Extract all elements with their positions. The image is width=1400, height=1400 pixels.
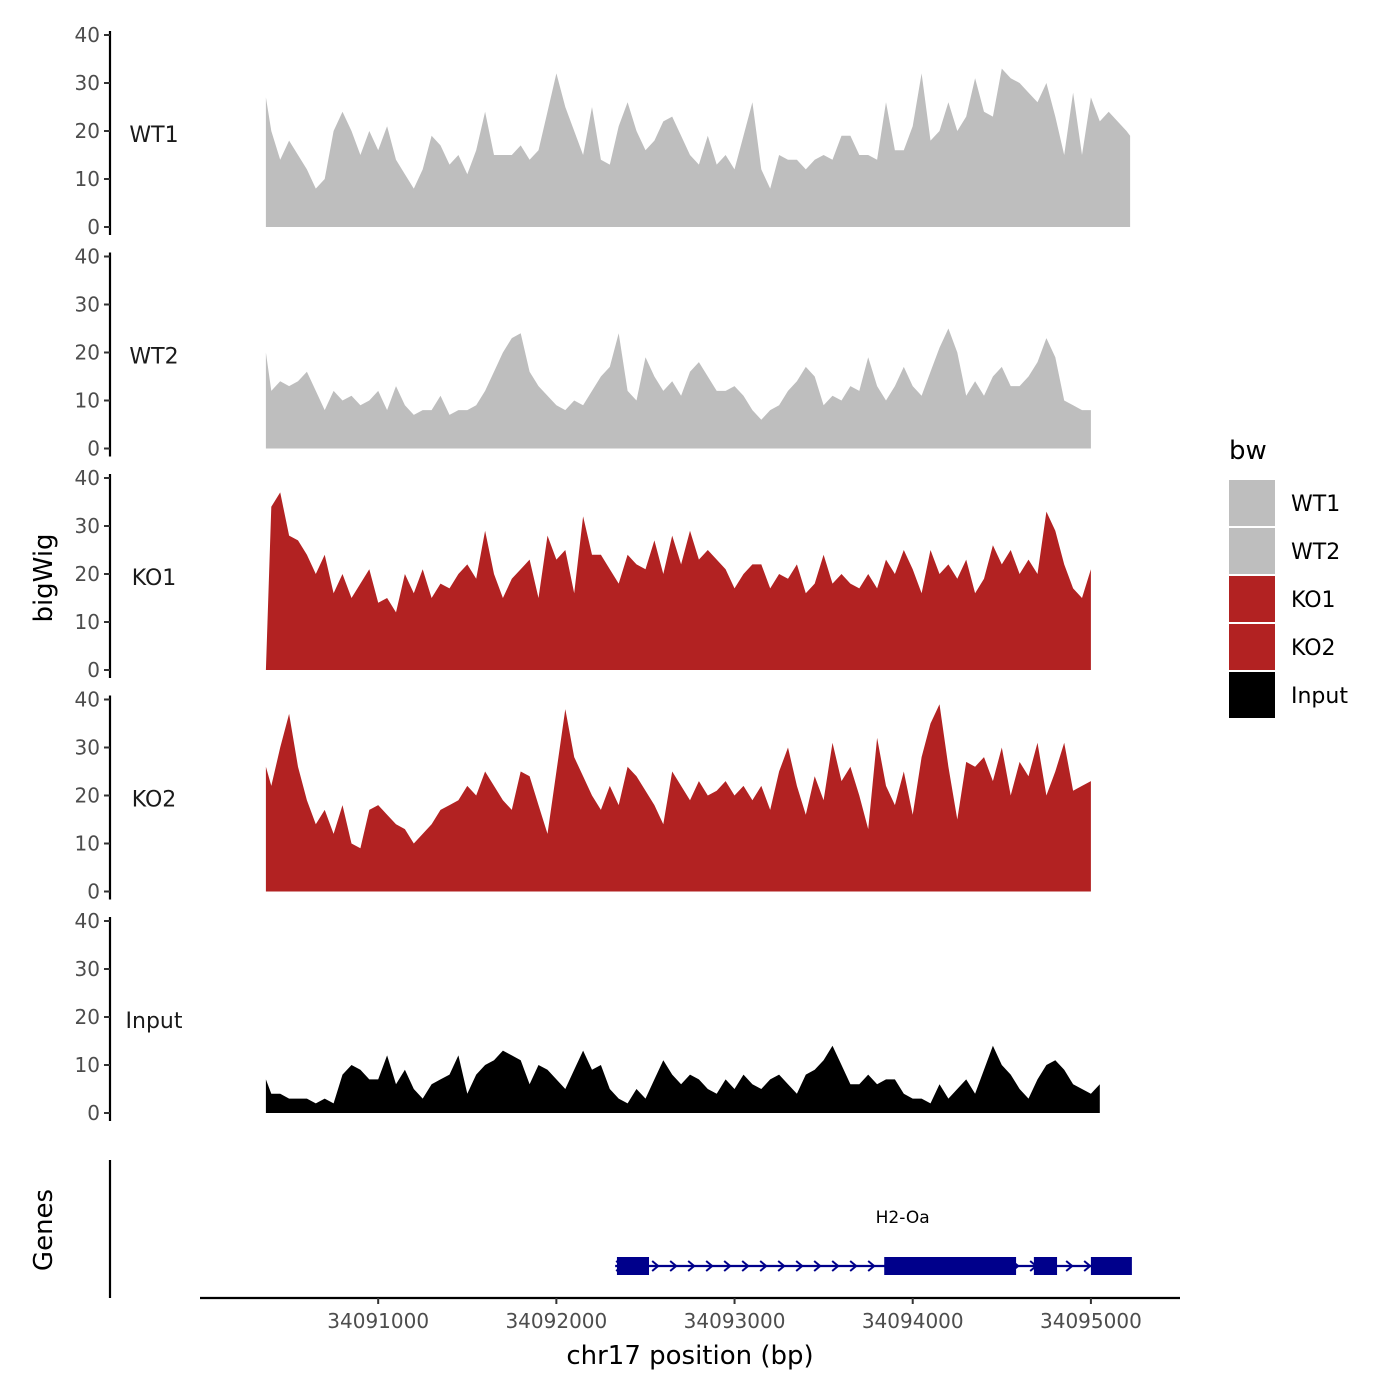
y-tick-label: 40 — [75, 245, 100, 269]
track-ko1: 0 10 20 30 40 KO1 — [75, 466, 1091, 682]
strand-arrow — [705, 1260, 714, 1272]
legend-item-input: Input — [1229, 672, 1348, 718]
legend-label: KO1 — [1291, 588, 1336, 613]
y-tick-label: 20 — [75, 784, 100, 808]
area-ko2 — [265, 704, 1091, 892]
y-tick-label: 30 — [75, 293, 100, 317]
area-wt1 — [265, 68, 1131, 227]
x-tick-label: 34093000 — [684, 1309, 786, 1333]
gene-exon — [1090, 1257, 1132, 1275]
gene-label: H2-Oa — [876, 1208, 930, 1228]
y-tick-label: 40 — [75, 466, 100, 490]
strand-arrow — [723, 1260, 732, 1272]
x-tick-label: 34091000 — [327, 1309, 429, 1333]
y-tick-label: 10 — [75, 389, 100, 413]
strand-arrow — [795, 1260, 804, 1272]
track-label-input: Input — [126, 1009, 183, 1034]
legend-swatch — [1229, 480, 1275, 526]
legend: bw WT1 WT2 KO1 KO2 Input — [1229, 436, 1348, 718]
y-tick-label: 40 — [75, 909, 100, 933]
legend-item-wt2: WT2 — [1229, 528, 1340, 574]
strand-arrow — [777, 1260, 786, 1272]
x-tick-label: 34095000 — [1040, 1309, 1142, 1333]
legend-label: Input — [1291, 684, 1348, 709]
legend-label: WT1 — [1291, 492, 1340, 517]
gene-exon — [884, 1257, 1017, 1275]
y-tick-label: 30 — [75, 957, 100, 981]
track-label-ko2: KO2 — [132, 788, 177, 813]
legend-item-ko2: KO2 — [1229, 624, 1336, 670]
x-tick-label: 34094000 — [862, 1309, 964, 1333]
legend-swatch — [1229, 672, 1275, 718]
strand-arrow — [687, 1260, 696, 1272]
y-tick-label: 0 — [87, 215, 100, 239]
strand-arrow — [759, 1260, 768, 1272]
track-label-ko1: KO1 — [132, 566, 177, 591]
legend-swatch — [1229, 528, 1275, 574]
y-tick-label: 0 — [87, 1101, 100, 1125]
y-tick-label: 0 — [87, 658, 100, 682]
strand-arrow — [813, 1260, 822, 1272]
area-wt2 — [265, 328, 1091, 449]
y-tick-label: 30 — [75, 514, 100, 538]
track-ko2: 0 10 20 30 40 KO2 — [75, 688, 1091, 904]
y-tick-label: 40 — [75, 688, 100, 712]
strand-arrow — [831, 1260, 840, 1272]
strand-arrow — [741, 1260, 750, 1272]
track-input: 0 10 20 30 40 Input — [75, 909, 1100, 1125]
genes-track: H2-Oa — [108, 1160, 1132, 1298]
y-tick-label: 0 — [87, 437, 100, 461]
y-tick-label: 10 — [75, 832, 100, 856]
y-tick-label: 20 — [75, 1005, 100, 1029]
y-tick-label: 10 — [75, 1053, 100, 1077]
genes-axis-title: Genes — [29, 1189, 59, 1271]
gene-exon — [1033, 1257, 1058, 1275]
legend-label: WT2 — [1291, 540, 1340, 565]
strand-arrow — [1083, 1260, 1092, 1272]
legend-label: KO2 — [1291, 636, 1336, 661]
strand-arrow — [867, 1260, 876, 1272]
gene-h2-oa: H2-Oa — [615, 1208, 1132, 1275]
y-axis-title: bigWig — [29, 533, 59, 622]
y-tick-label: 20 — [75, 562, 100, 586]
y-tick-label: 20 — [75, 341, 100, 365]
strand-arrow — [1065, 1260, 1074, 1272]
legend-item-ko1: KO1 — [1229, 576, 1336, 622]
strand-arrow — [669, 1260, 678, 1272]
legend-title: bw — [1229, 436, 1267, 466]
track-label-wt2: WT2 — [129, 345, 178, 370]
coverage-tracks: 0 10 20 30 40 WT1 0 10 20 30 40 WT2 0 10 20 30 40 KO1 0 10 2… — [75, 23, 1131, 1125]
y-tick-label: 0 — [87, 880, 100, 904]
area-input — [265, 1045, 1100, 1113]
x-tick-label: 34092000 — [505, 1309, 607, 1333]
x-axis: 34091000 34092000 34093000 34094000 34095000 — [200, 1296, 1180, 1333]
legend-item-wt1: WT1 — [1229, 480, 1340, 526]
strand-arrow — [651, 1260, 660, 1272]
y-tick-label: 30 — [75, 71, 100, 95]
y-tick-label: 10 — [75, 167, 100, 191]
track-wt2: 0 10 20 30 40 WT2 — [75, 245, 1091, 461]
legend-swatch — [1229, 576, 1275, 622]
area-ko1 — [265, 492, 1091, 670]
y-tick-label: 10 — [75, 610, 100, 634]
y-tick-label: 30 — [75, 736, 100, 760]
track-label-wt1: WT1 — [129, 123, 178, 148]
gene-exon — [616, 1257, 650, 1275]
y-tick-label: 20 — [75, 119, 100, 143]
y-tick-label: 40 — [75, 23, 100, 47]
x-axis-title: chr17 position (bp) — [566, 1341, 813, 1371]
legend-swatch — [1229, 624, 1275, 670]
strand-arrow — [849, 1260, 858, 1272]
track-wt1: 0 10 20 30 40 WT1 — [75, 23, 1131, 239]
